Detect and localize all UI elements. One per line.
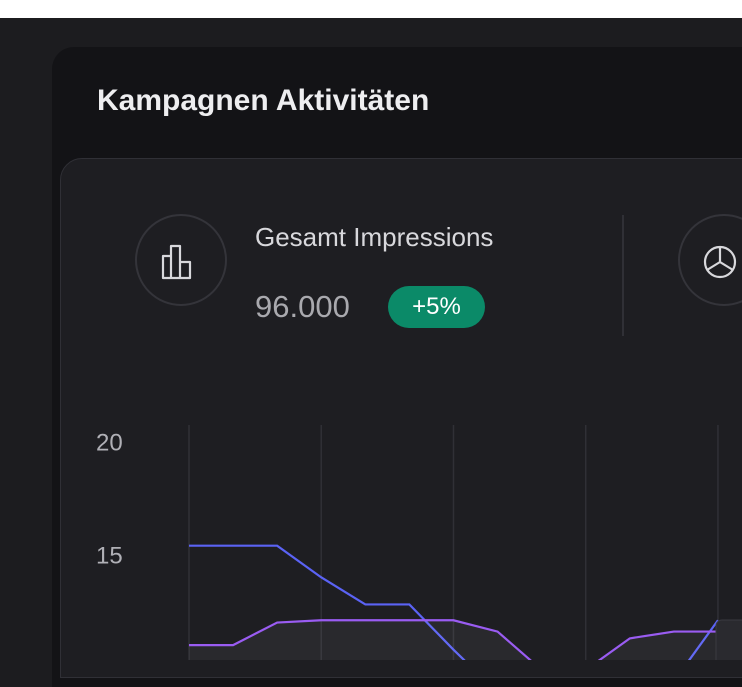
change-badge: +5% [388, 286, 485, 328]
pie-icon [703, 245, 737, 279]
stat-label: Gesamt Impressions [255, 222, 494, 252]
area [189, 620, 718, 660]
line [189, 544, 719, 660]
bar-icon [161, 244, 192, 280]
tooltip [715, 619, 742, 660]
icon-circle [678, 214, 742, 306]
icon-circle [135, 214, 227, 306]
stat-value: 96.000 [255, 289, 350, 324]
line [189, 619, 718, 660]
card-title: Kampagnen Aktivitäten [97, 84, 430, 117]
y-tick-label: 15 [96, 542, 123, 569]
top-strip [0, 0, 742, 18]
y-tick-label: 20 [96, 429, 123, 456]
